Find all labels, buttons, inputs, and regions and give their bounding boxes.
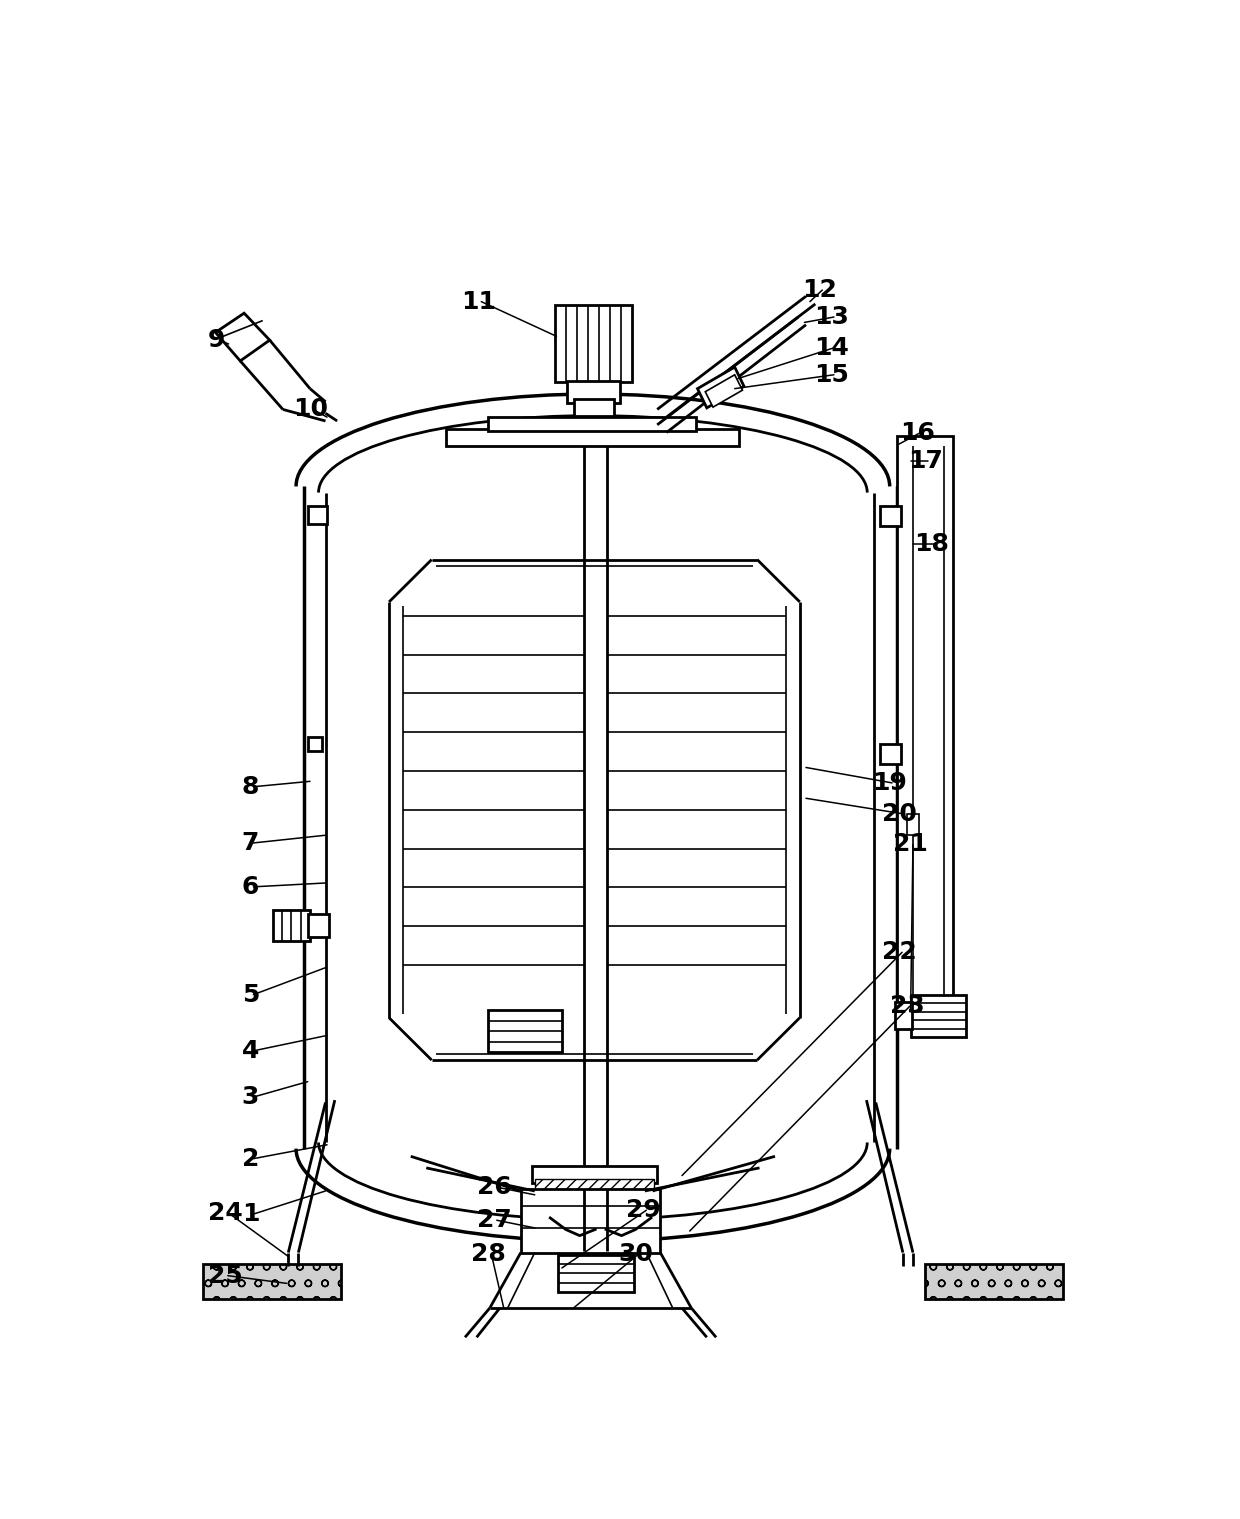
Bar [895,1003,913,1030]
Text: 14: 14 [813,336,848,360]
Text: 6: 6 [242,875,259,899]
Bar [910,995,966,1037]
Text: 3: 3 [242,1085,259,1109]
Text: 28: 28 [471,1243,506,1267]
Bar [532,1167,657,1183]
Text: 25: 25 [207,1264,243,1288]
Text: 2: 2 [242,1147,259,1171]
Bar [309,506,327,524]
Text: 9: 9 [207,328,226,352]
Bar [309,737,322,750]
Text: 10: 10 [293,398,327,421]
Text: 13: 13 [813,305,848,330]
Text: 15: 15 [813,363,848,387]
Polygon shape [216,313,270,362]
Text: 1: 1 [242,1202,259,1226]
Text: 4: 4 [242,1039,259,1063]
Bar [445,428,739,445]
Polygon shape [697,368,744,409]
Text: 8: 8 [242,775,259,799]
Text: 23: 23 [890,993,925,1018]
Text: 11: 11 [461,290,496,313]
Bar [556,305,632,383]
Text: 19: 19 [872,770,906,794]
Bar [558,1255,634,1291]
Text: 21: 21 [893,832,928,857]
Text: 7: 7 [242,831,259,855]
Bar [489,1010,562,1053]
Text: 20: 20 [882,802,916,826]
Bar [898,436,954,1006]
Text: 27: 27 [476,1208,511,1232]
Bar [308,914,330,937]
Bar [534,1179,655,1191]
Polygon shape [706,375,743,407]
Bar [203,1264,341,1299]
Bar [573,399,614,416]
Text: 26: 26 [476,1176,511,1198]
Text: 22: 22 [882,940,916,965]
Text: 17: 17 [908,450,944,472]
Text: 30: 30 [619,1243,653,1267]
Bar [567,381,620,403]
Bar [880,744,900,764]
Text: 16: 16 [900,421,935,445]
Bar [273,910,310,940]
Bar [906,814,919,835]
Text: 18: 18 [915,532,950,556]
Text: 29: 29 [626,1198,661,1223]
Bar [880,506,900,526]
Text: 5: 5 [242,983,259,1007]
Bar [521,1189,660,1253]
Text: 24: 24 [207,1200,243,1224]
Bar [489,418,696,431]
Bar [925,1264,1063,1299]
Text: 12: 12 [802,278,837,302]
